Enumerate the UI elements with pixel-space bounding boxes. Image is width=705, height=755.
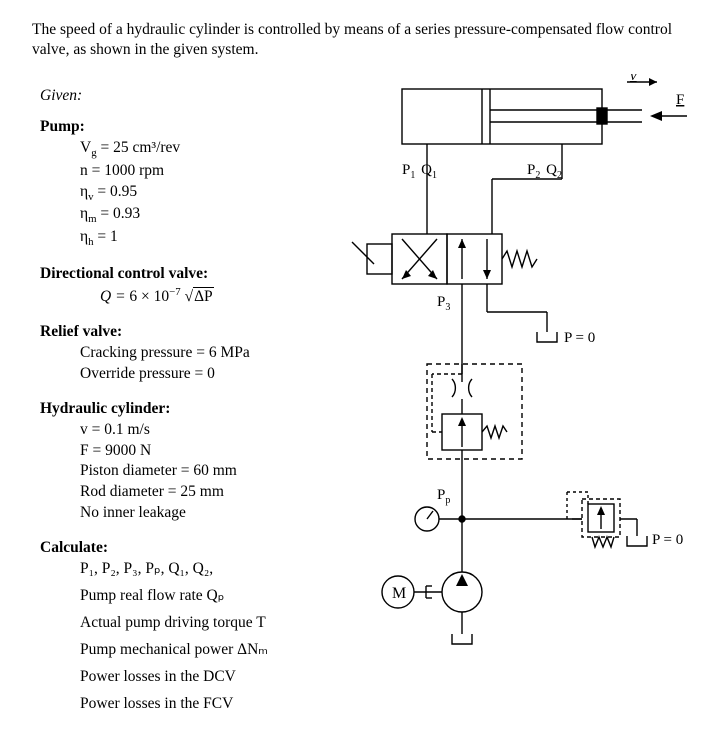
diag-M: M bbox=[392, 585, 406, 602]
calc-line1: P₁, P₂, P₃, Pₚ, Q₁, Q₂, bbox=[80, 559, 342, 580]
pump-eta-m: ηm = 0.93 bbox=[80, 204, 342, 227]
intro-text: The speed of a hydraulic cylinder is con… bbox=[32, 20, 677, 60]
cyl-leak: No inner leakage bbox=[80, 503, 342, 524]
calc-title: Calculate: bbox=[40, 538, 342, 559]
given-label: Given: bbox=[40, 86, 342, 107]
cyl-F: F = 9000 N bbox=[80, 441, 342, 462]
relief-override: Override pressure = 0 bbox=[80, 364, 342, 385]
calc-line2: Pump real flow rate Qₚ bbox=[80, 586, 342, 607]
diag-P0b: P = 0 bbox=[652, 532, 683, 548]
cyl-rod: Rod diameter = 25 mm bbox=[80, 482, 342, 503]
relief-crack: Cracking pressure = 6 MPa bbox=[80, 343, 342, 364]
diag-F-label: F bbox=[676, 92, 684, 108]
pump-title: Pump: bbox=[40, 117, 342, 138]
dcv-equation: Q = 6 × 10−7 √ΔP bbox=[100, 285, 342, 308]
cyl-v: v = 0.1 m/s bbox=[80, 420, 342, 441]
diag-P3: P3 bbox=[437, 294, 450, 313]
dcv-title: Directional control valve: bbox=[40, 264, 342, 285]
diag-P0a: P = 0 bbox=[564, 330, 595, 346]
calc-line4: Pump mechanical power ΔNₘ bbox=[80, 640, 342, 661]
pump-eta-v: ηv = 0.95 bbox=[80, 182, 342, 205]
pump-eta-h: ηh = 1 bbox=[80, 227, 342, 250]
pump-n: n = 1000 rpm bbox=[80, 161, 342, 182]
calc-line6: Power losses in the FCV bbox=[80, 694, 342, 715]
pump-vg: Vg = 25 cm³/rev bbox=[80, 138, 342, 161]
cyl-piston: Piston diameter = 60 mm bbox=[80, 461, 342, 482]
calc-line5: Power losses in the DCV bbox=[80, 667, 342, 688]
diag-v-label: v bbox=[630, 74, 637, 84]
calc-line3: Actual pump driving torque T bbox=[80, 613, 342, 634]
hydraulic-diagram: v F P1 Q1 P2 Q2 P3 P = 0 Pp P = 0 bbox=[332, 74, 692, 699]
diag-Pp: Pp bbox=[437, 487, 450, 506]
relief-title: Relief valve: bbox=[40, 322, 342, 343]
cyl-title: Hydraulic cylinder: bbox=[40, 399, 342, 420]
given-data-column: Given: Pump: Vg = 25 cm³/rev n = 1000 rp… bbox=[32, 78, 342, 714]
diag-P1Q1: P1 Q1 bbox=[402, 162, 437, 182]
